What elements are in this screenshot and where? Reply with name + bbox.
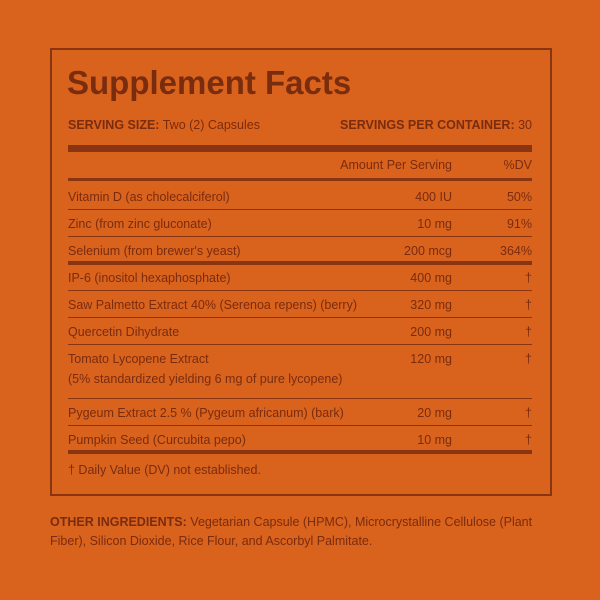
medium-rule — [68, 178, 532, 181]
nutrient-amount: 320 mg — [410, 298, 452, 312]
nutrient-detail: (5% standardized yielding 6 mg of pure l… — [68, 372, 343, 386]
nutrient-dv: † — [525, 352, 532, 366]
other-label: OTHER INGREDIENTS: — [50, 515, 187, 529]
row-rule — [68, 398, 532, 399]
row-rule — [68, 344, 532, 345]
nutrient-name: Pygeum Extract 2.5 % (Pygeum africanum) … — [68, 406, 344, 420]
nutrient-amount: 120 mg — [410, 352, 452, 366]
nutrient-amount: 400 mg — [410, 271, 452, 285]
label-border — [50, 48, 552, 496]
footnote: † Daily Value (DV) not established. — [68, 463, 261, 477]
serving-size-value: Two (2) Capsules — [162, 118, 260, 132]
row-rule — [68, 209, 532, 210]
nutrient-amount: 20 mg — [417, 406, 452, 420]
serving-size: SERVING SIZE: Two (2) Capsules — [68, 118, 260, 132]
nutrient-dv: 50% — [506, 190, 532, 204]
title: Supplement Facts — [67, 64, 352, 101]
nutrient-name: Zinc (from zinc gluconate) — [68, 217, 212, 231]
nutrient-name: Quercetin Dihydrate — [68, 325, 180, 339]
nutrient-name: Vitamin D (as cholecalciferol) — [68, 190, 230, 204]
row-rule — [68, 290, 532, 291]
dv-header: %DV — [503, 158, 532, 172]
nutrient-name: Selenium (from brewer's yeast) — [68, 244, 241, 258]
amount-header: Amount Per Serving — [340, 158, 452, 172]
thick-rule — [68, 261, 532, 265]
nutrient-dv: † — [525, 298, 532, 312]
nutrient-dv: 364% — [500, 244, 532, 258]
nutrient-name: Tomato Lycopene Extract — [68, 352, 209, 366]
nutrient-dv: † — [525, 406, 532, 420]
row-rule — [68, 317, 532, 318]
row-rule — [68, 236, 532, 237]
nutrient-dv: † — [525, 433, 532, 447]
servings: SERVINGS PER CONTAINER: 30 — [340, 118, 532, 132]
nutrient-dv: † — [525, 271, 532, 285]
nutrient-dv: 91% — [506, 217, 532, 231]
nutrient-amount: 200 mcg — [404, 244, 452, 258]
other-ingredients: OTHER INGREDIENTS: Vegetarian Capsule (H… — [50, 513, 560, 551]
serving-size-label: SERVING SIZE: — [68, 118, 160, 132]
thick-rule — [68, 450, 532, 454]
nutrient-dv: † — [525, 325, 532, 339]
servings-label: SERVINGS PER CONTAINER: — [340, 118, 515, 132]
nutrient-name: Saw Palmetto Extract 40% (Serenoa repens… — [68, 298, 358, 312]
nutrient-name: IP-6 (inositol hexaphosphate) — [68, 271, 231, 285]
row-rule — [68, 425, 532, 426]
nutrient-amount: 400 IU — [415, 190, 452, 204]
nutrient-name: Pumpkin Seed (Curcubita pepo) — [68, 433, 246, 447]
servings-value: 30 — [518, 118, 532, 132]
other-text: Vegetarian Capsule (HPMC), Microcrystall… — [50, 515, 533, 548]
nutrient-amount: 10 mg — [417, 433, 452, 447]
thick-rule — [68, 145, 532, 152]
nutrient-amount: 200 mg — [410, 325, 452, 339]
nutrient-amount: 10 mg — [417, 217, 452, 231]
